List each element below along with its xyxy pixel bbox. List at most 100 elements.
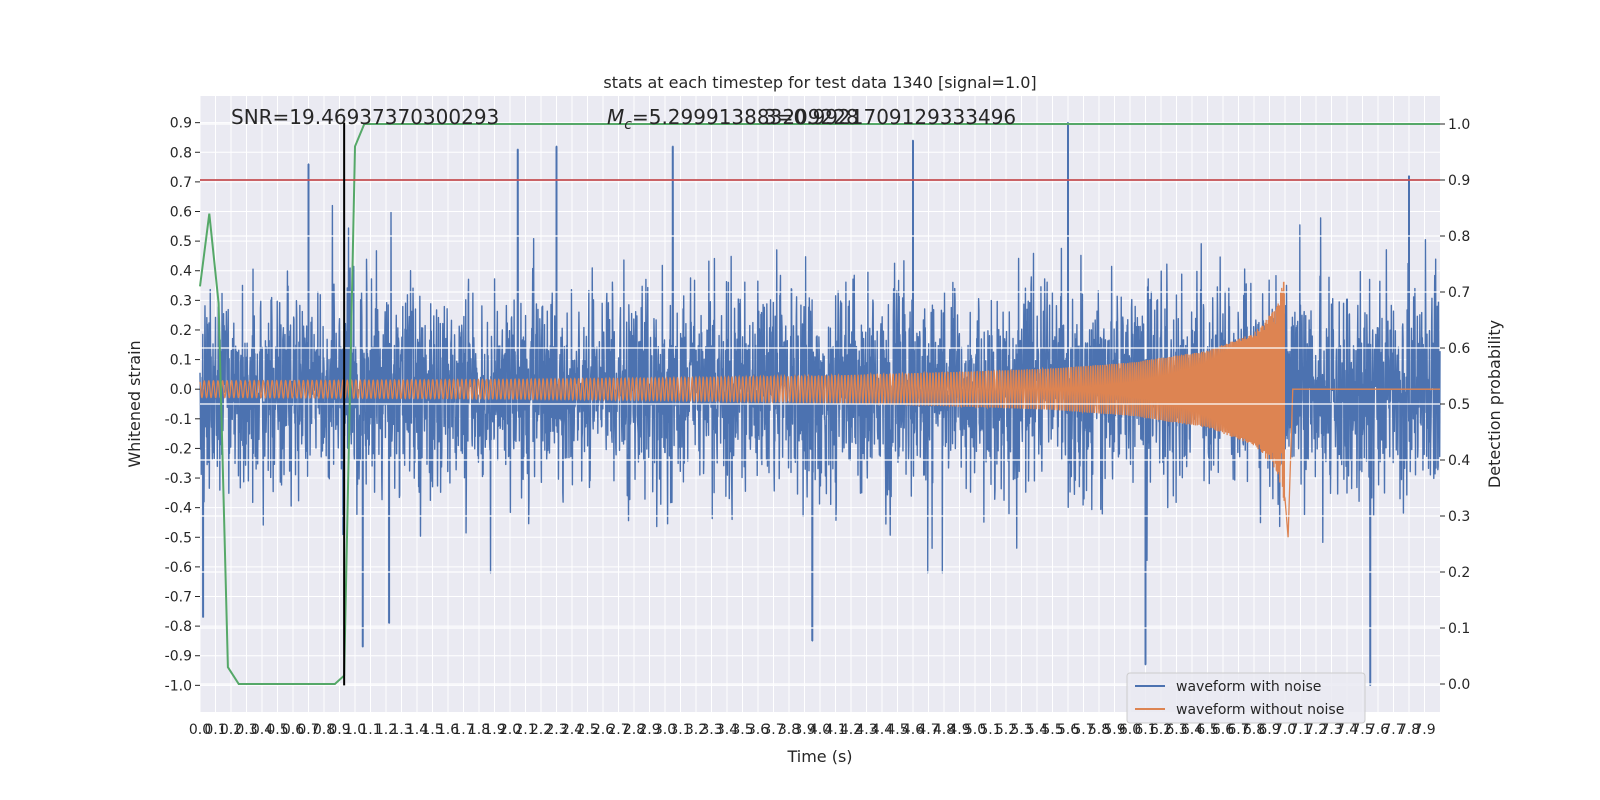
- x-tick-label: 7.8: [1398, 722, 1420, 738]
- x-tick-label: 2.4: [561, 722, 583, 738]
- x-tick-label: 7.9: [1413, 722, 1435, 738]
- chart-title: stats at each timestep for test data 134…: [603, 73, 1036, 92]
- x-tick-label: 6.4: [1181, 722, 1203, 738]
- y-tick-label: 0.7: [170, 175, 192, 191]
- y2-tick-label: 0.3: [1448, 509, 1470, 525]
- x-tick-label: 1.8: [468, 722, 490, 738]
- series-waveform-without-noise: [199, 281, 1440, 538]
- x-tick-label: 2.2: [530, 722, 552, 738]
- x-tick-label: 0.0: [189, 722, 211, 738]
- y-tick-label: -0.3: [165, 471, 192, 487]
- chirp-mass-annotation: Mc=5.299913883209228: [607, 105, 859, 133]
- x-tick-label: 5.8: [1088, 722, 1110, 738]
- x-tick-label: 1.0: [344, 722, 366, 738]
- x-axis-title: Time (s): [786, 747, 852, 766]
- y-tick-label: -0.6: [165, 560, 192, 576]
- x-tick-label: 4.8: [933, 722, 955, 738]
- legend-label-clean: waveform without noise: [1176, 702, 1344, 718]
- x-tick-label: 0.9: [328, 722, 350, 738]
- x-tick-label: 4.7: [917, 722, 939, 738]
- legend: waveform with noise waveform without noi…: [1126, 672, 1366, 724]
- y-axis-title: Whitened strain: [125, 340, 144, 467]
- y-tick-label: 0.5: [170, 234, 192, 250]
- x-tick-label: 5.6: [1057, 722, 1079, 738]
- x-tick-label: 0.6: [282, 722, 304, 738]
- y2-tick-label: 0.4: [1448, 453, 1470, 469]
- x-tick-label: 6.6: [1212, 722, 1234, 738]
- y-tick-label: 0.9: [170, 116, 192, 132]
- y2-axis-title: Detection probability: [1485, 320, 1504, 488]
- x-tick-label: 6.8: [1243, 722, 1265, 738]
- y-tick-label: -1.0: [165, 678, 192, 694]
- y2-tick-label: 0.5: [1448, 397, 1470, 413]
- x-tick-label: 1.1: [359, 722, 381, 738]
- y-tick-label: 0.8: [170, 145, 192, 161]
- x-tick-label: 1.4: [406, 722, 428, 738]
- x-tick-label: 3.8: [778, 722, 800, 738]
- x-tick-label: 2.1: [514, 722, 536, 738]
- x-tick-label: 3.5: [731, 722, 753, 738]
- chirp-mass-subscript: c: [624, 117, 632, 133]
- x-tick-label: 6.3: [1165, 722, 1187, 738]
- clean-trace: [199, 281, 1440, 538]
- y2-tick-label: 0.9: [1448, 173, 1470, 189]
- x-tick-label: 0.3: [235, 722, 257, 738]
- x-tick-label: 5.2: [995, 722, 1017, 738]
- x-tick-label: 2.0: [499, 722, 521, 738]
- x-tick-label: 1.3: [390, 722, 412, 738]
- y-tick-label: -0.7: [165, 590, 192, 606]
- x-tick-label: 7.4: [1336, 722, 1358, 738]
- y-tick-label: -0.2: [165, 441, 192, 457]
- y2-tick-label: 0.7: [1448, 285, 1470, 301]
- x-tick-label: 0.8: [313, 722, 335, 738]
- x-tick-label: 7.6: [1367, 722, 1389, 738]
- x-tick-label: 4.0: [809, 722, 831, 738]
- snr-annotation: SNR=19.46937370300293: [231, 105, 499, 129]
- x-tick-label: 6.5: [1196, 722, 1218, 738]
- y-tick-label: 0.4: [170, 264, 192, 280]
- x-tick-label: 7.5: [1351, 722, 1373, 738]
- x-tick-label: 5.9: [1103, 722, 1125, 738]
- x-tick-label: 4.4: [871, 722, 893, 738]
- x-tick-label: 0.4: [251, 722, 273, 738]
- x-tick-label: 3.3: [700, 722, 722, 738]
- x-tick-label: 2.6: [592, 722, 614, 738]
- x-tick-label: 6.2: [1150, 722, 1172, 738]
- x-tick-label: 7.7: [1382, 722, 1404, 738]
- chirp-mass-value: =5.299913883209228: [632, 105, 859, 129]
- y2-tick-label: 1.0: [1448, 117, 1470, 133]
- chirp-mass-symbol: M: [607, 105, 624, 129]
- x-tick-label: 6.7: [1227, 722, 1249, 738]
- x-tick-label: 6.1: [1134, 722, 1156, 738]
- x-tick-label: 1.7: [452, 722, 474, 738]
- x-tick-label: 2.9: [638, 722, 660, 738]
- y-tick-label: 0.2: [170, 323, 192, 339]
- x-tick-label: 4.9: [948, 722, 970, 738]
- y-tick-label: -0.8: [165, 619, 192, 635]
- x-tick-label: 5.7: [1072, 722, 1094, 738]
- x-tick-label: 2.7: [607, 722, 629, 738]
- x-tick-label: 6.9: [1258, 722, 1280, 738]
- x-tick-label: 0.1: [204, 722, 226, 738]
- y-tick-label: -0.4: [165, 501, 192, 517]
- y-tick-label: -0.9: [165, 649, 192, 665]
- probability-line: [199, 123, 1440, 685]
- x-tick-label: 0.5: [266, 722, 288, 738]
- x-tick-label: 5.4: [1026, 722, 1048, 738]
- x-tick-label: 4.3: [855, 722, 877, 738]
- y2-tick-label: 0.6: [1448, 341, 1470, 357]
- x-tick-label: 0.2: [220, 722, 242, 738]
- x-tick-label: 2.3: [545, 722, 567, 738]
- x-tick-label: 1.6: [437, 722, 459, 738]
- y2-tick-label: 0.0: [1448, 677, 1470, 693]
- x-tick-label: 4.6: [902, 722, 924, 738]
- x-tick-label: 1.9: [483, 722, 505, 738]
- x-tick-label: 3.9: [793, 722, 815, 738]
- y2-tick-label: 0.8: [1448, 229, 1470, 245]
- legend-label-noise: waveform with noise: [1176, 679, 1321, 695]
- x-tick-label: 4.1: [824, 722, 846, 738]
- y-tick-label: 0.0: [170, 382, 192, 398]
- legend-box: [1126, 672, 1366, 724]
- x-tick-label: 2.5: [576, 722, 598, 738]
